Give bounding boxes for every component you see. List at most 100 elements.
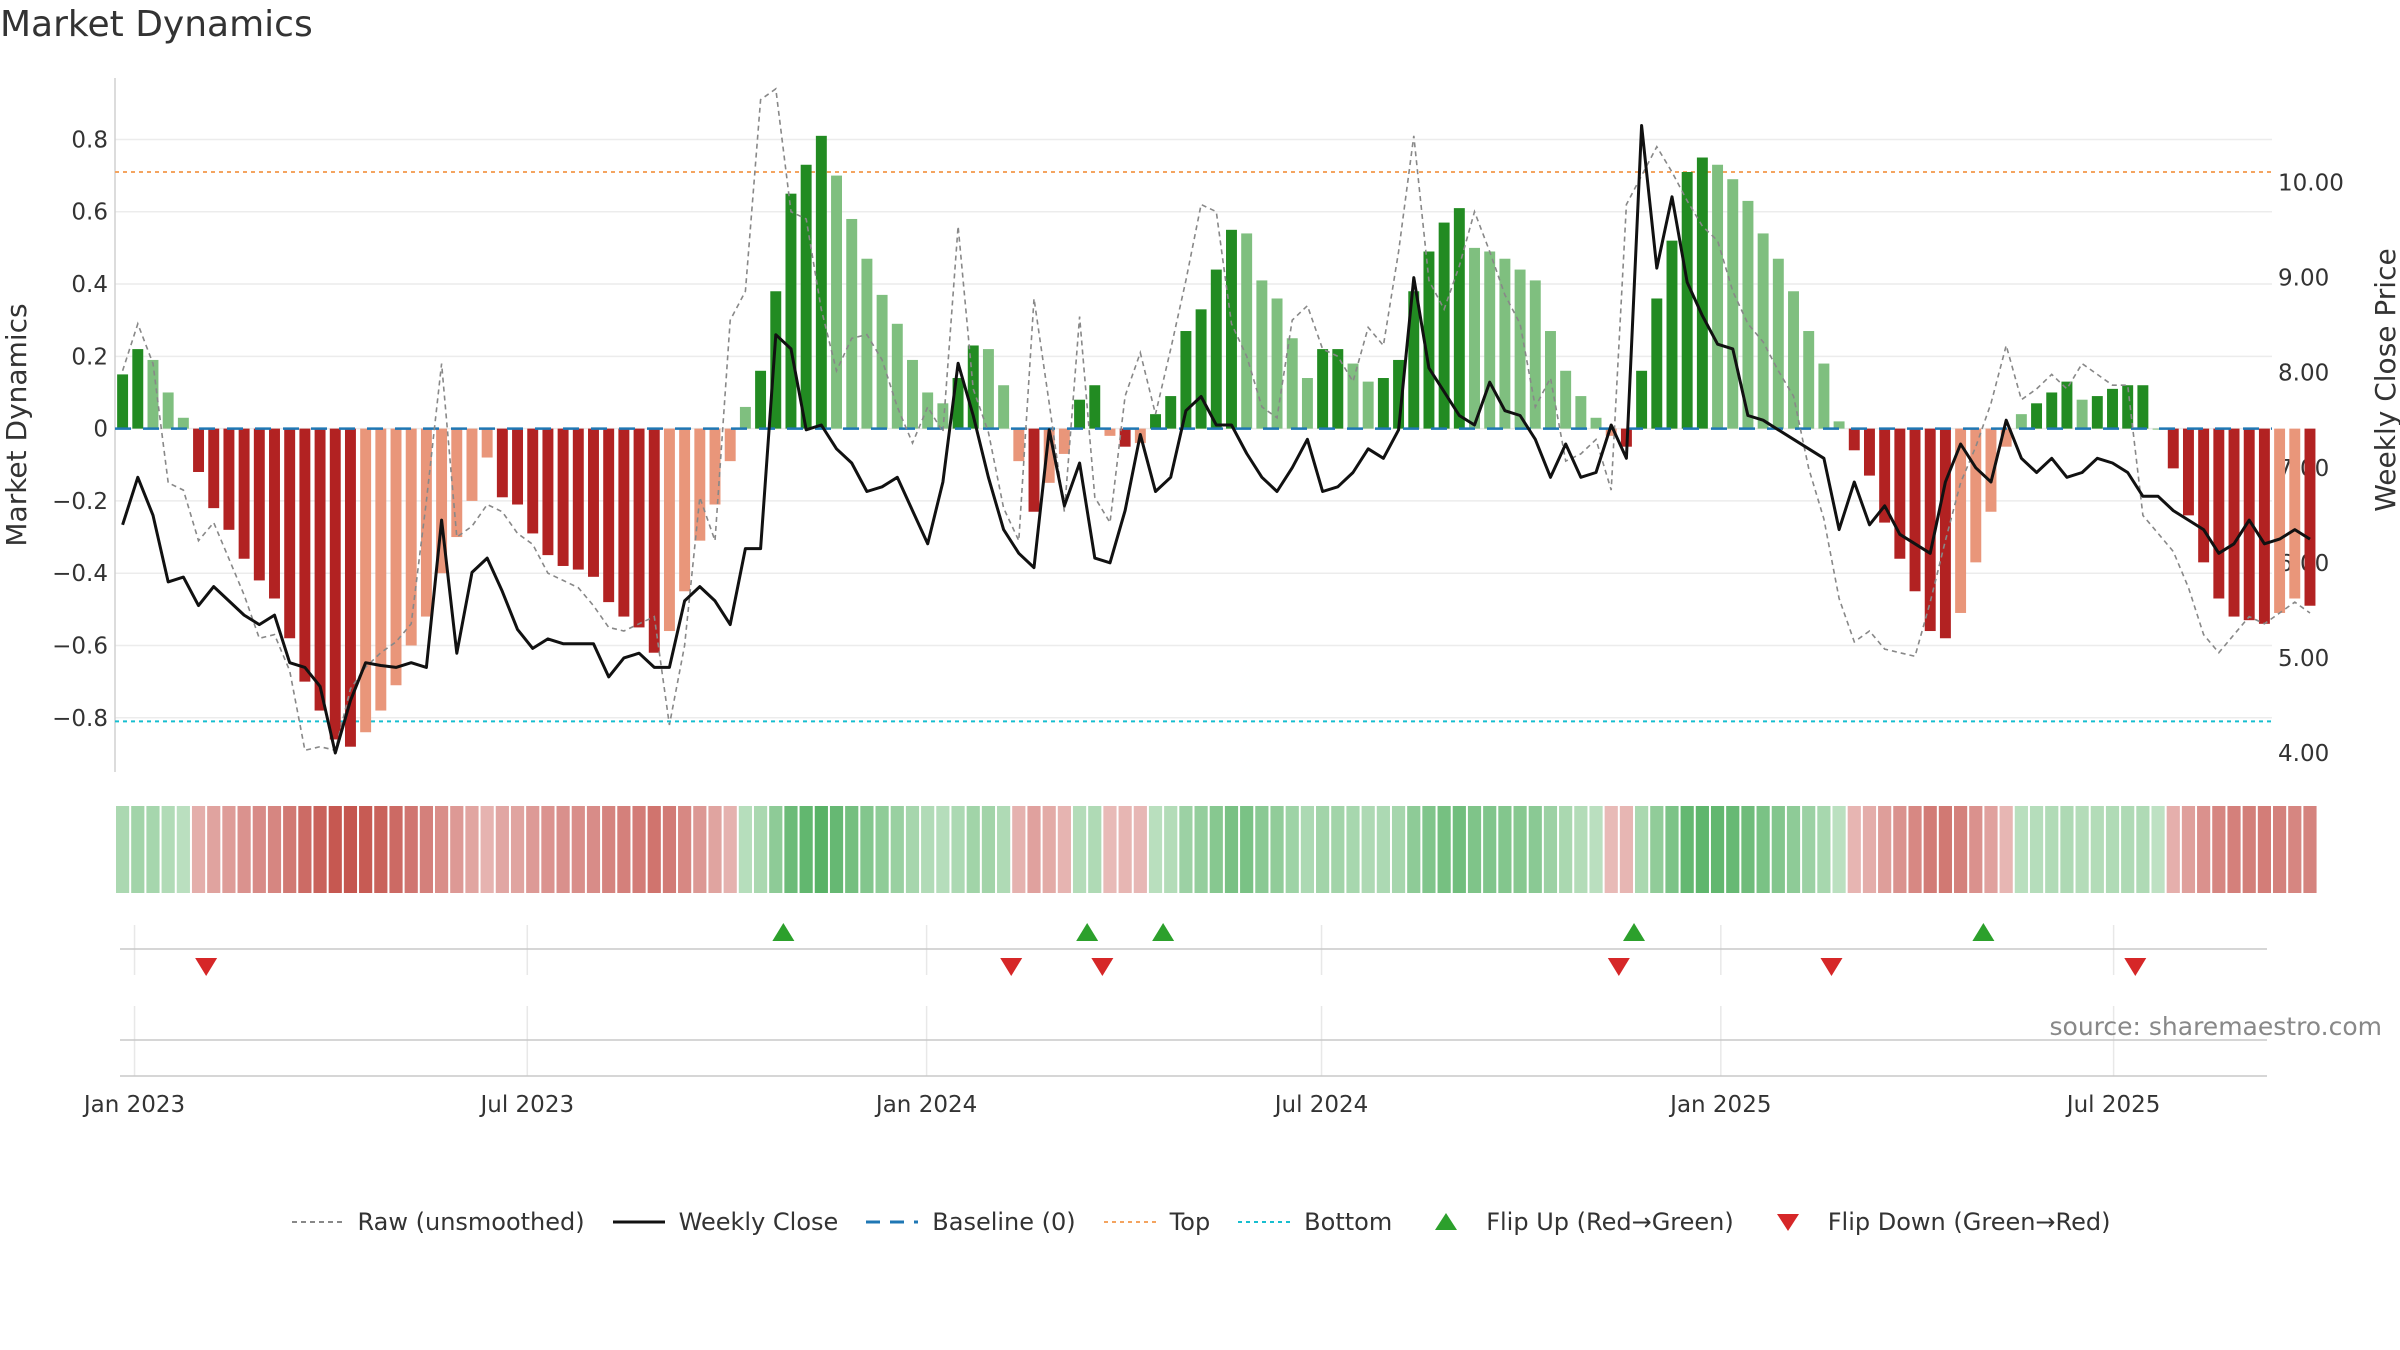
x-tick-label: Jan 2024: [874, 1092, 977, 1118]
bar: [1727, 179, 1739, 429]
bar: [815, 135, 827, 429]
heat-cell: [2197, 806, 2211, 893]
flip-up-marker: [1972, 923, 1995, 941]
legend-item-baseline: Baseline (0): [864, 1208, 1076, 1236]
heat-cell: [936, 806, 950, 893]
heat-cell: [1072, 806, 1087, 893]
bar: [542, 428, 554, 556]
bar: [1301, 378, 1313, 429]
heat-cell: [2136, 806, 2150, 893]
heat-cell: [784, 806, 798, 893]
heat-cell: [1938, 806, 1953, 893]
bar: [557, 428, 569, 566]
heat-cell: [662, 806, 677, 893]
bar: [238, 428, 250, 559]
bar: [1150, 414, 1161, 429]
bar: [2258, 428, 2270, 624]
heat-cell: [602, 806, 616, 893]
heat-cell: [1726, 806, 1740, 893]
bar: [1271, 298, 1283, 429]
bar: [1028, 428, 1040, 512]
bar: [1651, 298, 1663, 429]
left-tick-label: 0.6: [71, 200, 108, 226]
bar: [785, 193, 797, 429]
bar: [1590, 417, 1602, 429]
bar: [633, 428, 645, 628]
bar: [2167, 428, 2179, 469]
bar: [2015, 414, 2027, 429]
bar: [1043, 428, 1055, 483]
heat-cell: [1316, 806, 1330, 893]
heat-cell: [2060, 806, 2074, 893]
heat-cell: [1893, 806, 1907, 893]
flip-down-marker: [2124, 958, 2147, 976]
heat-cell: [1452, 806, 1466, 893]
heat-cell: [723, 806, 737, 893]
heat-cell: [814, 806, 828, 893]
bar: [208, 428, 220, 509]
left-tick-label: 0: [93, 417, 108, 443]
bar: [2228, 428, 2240, 617]
bar: [1939, 428, 1951, 639]
heat-cell: [146, 806, 160, 893]
heat-cell: [1908, 806, 1922, 893]
heat-cell: [1695, 806, 1709, 893]
bar: [1165, 396, 1177, 429]
heat-cell: [981, 806, 996, 893]
heat-cell: [1878, 806, 1892, 893]
legend-item-bottom: Bottom: [1236, 1208, 1392, 1236]
right-tick-label: 8.00: [2278, 361, 2329, 387]
bar: [451, 428, 463, 538]
heat-cell: [1224, 806, 1239, 893]
heat-cell: [799, 806, 813, 893]
heat-cell: [1847, 806, 1861, 893]
bar: [1955, 428, 1967, 613]
bar: [1514, 269, 1526, 429]
legend-label-top: Top: [1169, 1208, 1211, 1236]
bar: [162, 392, 174, 429]
right-tick-label: 10.00: [2278, 171, 2344, 197]
heat-cell: [1012, 806, 1026, 893]
heat-cell: [480, 806, 494, 893]
left-tick-label: −0.4: [52, 561, 108, 587]
legend-swatch-close: [612, 1220, 665, 1224]
heat-cell: [1756, 806, 1770, 893]
heat-cell: [1133, 806, 1147, 893]
heat-cell: [510, 806, 525, 893]
legend-label-baseline: Baseline (0): [932, 1208, 1076, 1236]
heat-cell: [1984, 806, 1998, 893]
bar: [1605, 428, 1617, 436]
bar: [1074, 399, 1086, 429]
bar: [1408, 291, 1420, 429]
bar: [2274, 428, 2286, 613]
bar: [770, 291, 782, 429]
bar: [2076, 399, 2088, 429]
heat-cell: [2105, 806, 2120, 893]
flip-down-marker: [195, 958, 218, 976]
heat-cell: [571, 806, 585, 893]
heat-cell: [1528, 806, 1542, 893]
bar: [496, 428, 508, 498]
bar: [694, 428, 706, 541]
bar: [344, 428, 356, 747]
heat-cell: [374, 806, 388, 893]
bar: [1089, 385, 1101, 429]
heat-cell: [434, 806, 449, 893]
right-axis-title: Weekly Close Price: [2369, 248, 2400, 511]
heat-cell: [450, 806, 464, 893]
bar: [1970, 428, 1982, 563]
close-series-line: [121, 124, 2311, 755]
left-tick-label: 0.8: [71, 127, 108, 153]
bar: [1803, 331, 1815, 429]
heat-cell: [875, 806, 889, 893]
heat-cell: [1467, 806, 1482, 893]
bar: [1575, 396, 1587, 429]
right-tick-label: 5.00: [2278, 646, 2329, 672]
heat-cell: [404, 806, 418, 893]
heat-cell: [1042, 806, 1056, 893]
bar: [952, 378, 964, 429]
flip-down-marker: [1607, 958, 1630, 976]
heat-cell: [1817, 806, 1831, 893]
heat-cell: [526, 806, 540, 893]
